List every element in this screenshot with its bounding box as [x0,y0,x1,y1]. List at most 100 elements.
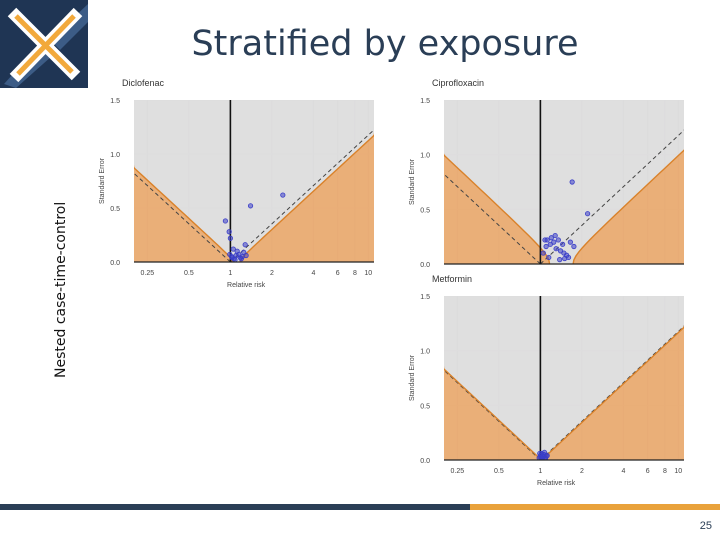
data-point [561,250,567,256]
x-axis-label: Relative risk [537,480,576,487]
x-tick-label: 1 [228,270,232,277]
data-point [541,449,548,455]
slide-title: Stratified by exposure [191,24,579,64]
null-distribution-wedge [444,100,684,264]
data-point [553,246,559,252]
x-tick-label: 0.5 [494,468,504,475]
data-point [567,239,573,245]
calibrated-boundary-right [572,149,684,264]
y-axis-label: Standard Error [409,354,416,401]
data-point [565,254,572,261]
data-point [247,203,254,209]
footer-bar-navy [0,504,470,510]
y-tick-label: 0.5 [110,206,120,213]
data-point [552,232,558,239]
x-tick-label: 8 [353,270,357,277]
data-point [229,255,235,261]
y-tick-label: 1.0 [420,153,430,160]
x-tick-label: 0.5 [184,270,194,277]
significant-region-right [542,296,684,460]
y-axis-label: Standard Error [409,158,416,205]
footer-bar-orange [470,504,720,510]
y-tick-label: 0.0 [420,458,430,465]
null-distribution-wedge [134,100,374,262]
calibrated-boundary-left [134,166,234,262]
x-tick-label: 0.25 [451,468,465,475]
significant-region-left [444,296,541,460]
data-point [555,237,561,243]
x-tick-label: 1 [538,468,542,475]
significant-region-right [239,100,374,262]
logo [0,0,88,88]
x-tick-label: 6 [646,468,650,475]
chart-title: Ciprofloxacin [432,78,484,88]
data-point [551,239,557,245]
theoretical-boundary-right [540,129,684,264]
data-point [230,246,236,252]
data-point [238,256,244,262]
panel-ciprofloxacin: Ciprofloxacin 0.0 0.5 1.0 1.5 Standard Error [402,76,698,276]
data-point [226,229,232,235]
data-point [222,218,228,224]
x-tick-label: 4 [311,270,315,277]
x-tick-label: 6 [336,270,340,277]
y-tick-label: 0.0 [420,262,430,269]
significant-region-right [573,100,684,264]
data-point [227,235,233,241]
plot-area [444,296,684,460]
data-point [538,455,544,460]
funnel-chart-diclofenac: Diclofenac 0.0 0.5 1.0 1.5 Standard Error 0.25… [99,78,374,289]
x-tick-label: 10 [364,270,372,277]
data-point [585,211,591,217]
funnel-chart-metformin: Metformin 0.0 0.5 1.0 1.5 Standard Error 0.25 0… [409,274,684,487]
x-tick-label: 2 [580,468,584,475]
x-tick-label: 4 [621,468,625,475]
x-tick-label: 0.25 [141,270,155,277]
data-point [571,243,577,250]
y-tick-label: 0.5 [420,207,430,214]
data-point [569,179,575,185]
panel-metformin: Metformin 0.0 0.5 1.0 1.5 Standard Error 0.25 0… [402,272,698,494]
null-distribution-wedge [444,296,684,460]
y-tick-label: 1.0 [420,349,430,356]
y-tick-label: 0.0 [110,260,120,267]
data-point [540,250,546,256]
theoretical-boundary-left [444,173,541,264]
x-axis-label: Relative risk [227,282,266,289]
chart-title: Metformin [432,274,472,284]
y-axis-label: Standard Error [99,157,106,204]
page-number: 25 [699,520,712,532]
panel-diclofenac: Diclofenac 0.0 0.5 1.0 1.5 Standard Error 0.25… [92,76,388,296]
chart-title: Diclofenac [122,78,165,88]
data-point [557,257,563,263]
significant-region-left [134,100,233,262]
data-point [242,242,248,248]
data-point [544,453,550,459]
y-tick-label: 0.5 [420,403,430,410]
data-point [548,235,554,241]
plot-area [444,100,684,264]
data-point [542,237,548,243]
x-tick-label: 10 [674,468,682,475]
plot-area [134,100,374,262]
data-point [546,254,552,261]
x-tick-label: 2 [270,270,274,277]
theoretical-boundary-right [540,325,684,460]
funnel-chart-ciprofloxacin: Ciprofloxacin 0.0 0.5 1.0 1.5 Standard Error [409,78,684,269]
data-point [543,243,549,250]
y-tick-label: 1.5 [420,98,430,105]
x-tick-label: 8 [663,468,667,475]
calibrated-boundary-right [542,326,684,460]
data-point [243,252,249,259]
y-tick-label: 1.0 [110,152,120,159]
significant-region-left [444,100,550,264]
calibrated-boundary-left [444,368,541,460]
data-point [537,450,543,457]
logo-cross-orange-2 [16,14,76,76]
data-point [280,192,286,198]
y-tick-label: 1.5 [420,294,430,301]
theoretical-boundary-left [134,172,231,262]
y-tick-label: 1.5 [110,98,120,105]
theoretical-boundary-right [230,129,374,262]
calibrated-boundary-left [444,154,551,264]
